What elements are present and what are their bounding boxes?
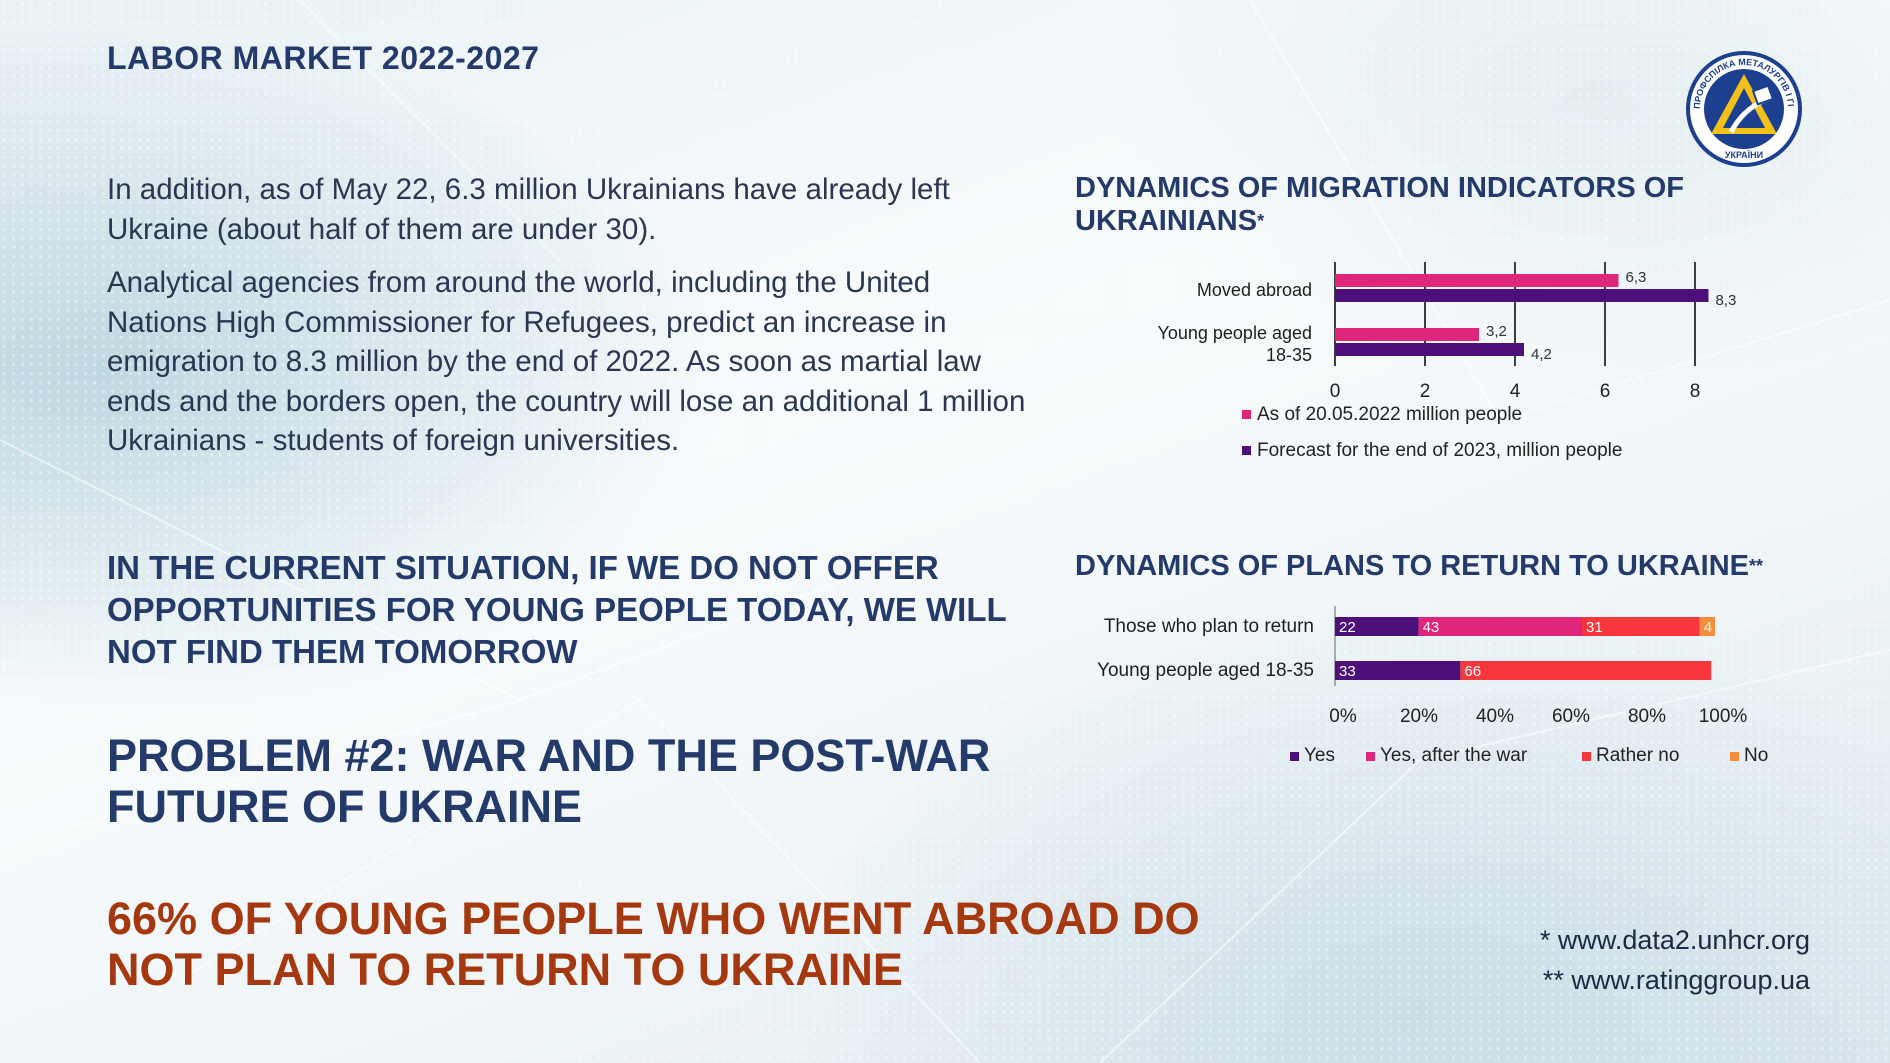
source-ratinggroup: ** www.ratinggroup.ua — [1542, 965, 1810, 995]
chart-return-plans-segment — [1335, 661, 1461, 680]
chart-migration-title-text: DYNAMICS OF MIGRATION INDICATORS OF UKRA… — [1075, 172, 1684, 237]
chart-return-plans-legend-swatch — [1582, 752, 1591, 761]
chart-migration-data-label: 3,2 — [1486, 323, 1507, 340]
key-finding-highlight: 66% OF YOUNG PEOPLE WHO WENT ABROAD DO N… — [107, 893, 1200, 995]
chart-return-plans-category-label: Young people aged 18-35 — [1097, 660, 1314, 681]
chart-return-plans-x-tick-label: 0% — [1329, 706, 1357, 727]
chart-migration-x-tick-label: 10 — [1774, 381, 1775, 402]
sources-footnote: * www.data2.unhcr.org ** www.ratinggroup… — [1500, 920, 1810, 1000]
source-unhcr: * www.data2.unhcr.org — [1539, 925, 1810, 955]
intro-paragraph: In addition, as of May 22, 6.3 million U… — [107, 173, 950, 246]
chart-migration-category-label: Young people aged — [1158, 323, 1313, 343]
forecast-paragraph: Analytical agencies from around the worl… — [107, 266, 1026, 457]
chart-migration-legend-label: As of 20.05.2022 million people — [1257, 404, 1522, 425]
chart-migration-category-label: 18-35 — [1266, 345, 1312, 365]
chart-return-plans-segment-label: 43 — [1423, 619, 1440, 636]
logo-bottom-text: УКРАЇНИ — [1725, 150, 1763, 160]
chart-return-plans-segment — [1582, 617, 1700, 636]
chart-return-plans-legend-swatch — [1290, 752, 1299, 761]
chart-return-plans-x-tick-label: 20% — [1400, 706, 1438, 727]
chart-return-plans-segment — [1460, 661, 1712, 680]
chart-migration-legend-swatch — [1242, 410, 1251, 419]
chart-migration-category-label: Moved abroad — [1197, 280, 1312, 300]
chart-migration-data-label: 6,3 — [1626, 269, 1647, 286]
chart-migration-bar — [1335, 343, 1524, 356]
chart-return-plans-segment-label: 22 — [1339, 619, 1356, 636]
chart-migration-title: DYNAMICS OF MIGRATION INDICATORS OF UKRA… — [1075, 172, 1795, 238]
union-logo: ПРОФСПІЛКА МЕТАЛУРГІВ І ГІРНИКІВ УКРАЇНИ — [1680, 40, 1805, 175]
chart-migration-data-label: 8,3 — [1716, 292, 1737, 309]
chart-migration-x-tick-label: 8 — [1690, 381, 1701, 402]
chart-return-plans-x-tick-label: 60% — [1552, 706, 1590, 727]
chart-return-plans-legend-swatch — [1730, 752, 1739, 761]
chart-return-plans-segment — [1699, 617, 1715, 636]
page-title: LABOR MARKET 2022-2027 — [107, 40, 540, 76]
chart-return-plans-legend-label: Rather no — [1596, 745, 1679, 766]
youth-opportunity-heading: IN THE CURRENT SITUATION, IF WE DO NOT O… — [107, 549, 1007, 670]
chart-return-plans-legend-swatch — [1366, 752, 1375, 761]
chart-return-plans-segment-label: 31 — [1586, 619, 1603, 636]
chart-migration-bar — [1335, 274, 1619, 287]
chart-return-plans-segment — [1335, 617, 1419, 636]
chart-return-plans-legend-label: No — [1744, 745, 1768, 766]
chart-migration: 0 2 4 6 8 10 Moved abroad 6,3 8,3 Young people ag… — [1158, 262, 1775, 461]
chart-return-plans-title: DYNAMICS OF PLANS TO RETURN TO UKRAINE** — [1075, 550, 1875, 583]
chart-migration-data-label: 4,2 — [1531, 346, 1552, 363]
chart-migration-x-tick-label: 4 — [1510, 381, 1521, 402]
chart-migration-x-tick-label: 0 — [1330, 381, 1341, 402]
problem-heading: PROBLEM #2: WAR AND THE POST-WAR FUTURE … — [107, 730, 991, 832]
chart-return-plans-segment-label: 33 — [1339, 663, 1356, 680]
chart-return-plans-title-text: DYNAMICS OF PLANS TO RETURN TO UKRAINE — [1075, 550, 1750, 582]
chart-migration-legend-swatch — [1242, 446, 1251, 455]
chart-return-plans-legend-label: Yes, after the war — [1380, 745, 1528, 766]
chart-migration-bar — [1335, 289, 1709, 302]
chart-return-plans: 0% 20% 40% 60% 80% 100% Those who plan to retu… — [1097, 606, 1768, 766]
chart-migration-bar — [1335, 328, 1479, 341]
chart-return-plans-footnote-mark: ** — [1749, 556, 1764, 576]
chart-migration-footnote-mark: * — [1257, 211, 1265, 231]
chart-migration-x-tick-label: 2 — [1420, 381, 1431, 402]
chart-migration-legend-label: Forecast for the end of 2023, million pe… — [1257, 440, 1622, 461]
union-logo-emblem: ПРОФСПІЛКА МЕТАЛУРГІВ І ГІРНИКІВ УКРАЇНИ — [1680, 40, 1802, 167]
chart-return-plans-x-tick-label: 80% — [1628, 706, 1666, 727]
chart-return-plans-category-label: Those who plan to return — [1104, 616, 1314, 637]
chart-return-plans-segment — [1418, 617, 1582, 636]
chart-migration-x-tick-label: 6 — [1600, 381, 1611, 402]
chart-return-plans-legend-label: Yes — [1304, 745, 1335, 766]
chart-return-plans-x-tick-label: 40% — [1476, 706, 1514, 727]
chart-return-plans-segment-label: 66 — [1464, 663, 1481, 680]
chart-return-plans-segment-label: 4 — [1704, 619, 1712, 636]
chart-return-plans-x-tick-label: 100% — [1699, 706, 1748, 727]
